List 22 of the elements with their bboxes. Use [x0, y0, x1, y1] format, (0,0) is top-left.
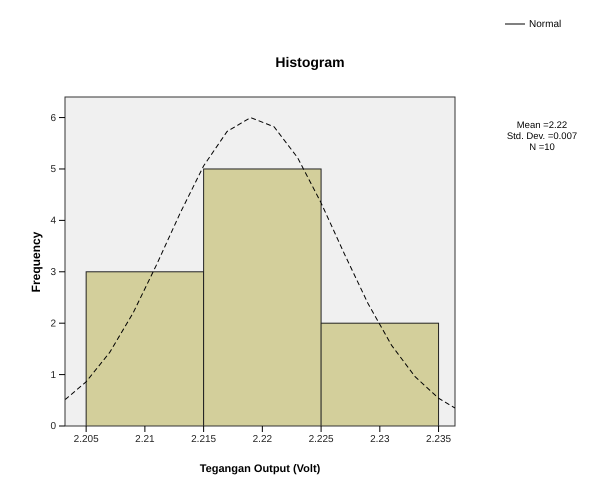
y-tick-label: 2: [50, 318, 56, 330]
chart-title: Histogram: [275, 54, 345, 70]
x-tick-label: 2.205: [74, 434, 100, 446]
y-axis-title: Frequency: [29, 231, 43, 292]
x-tick-label: 2.225: [308, 434, 334, 446]
text: Mean =2.22: [516, 120, 568, 131]
x-tick-label: 2.22: [252, 434, 273, 446]
x-tick-label: 2.23: [370, 434, 390, 446]
text: Std. Dev. =0.007: [506, 131, 578, 142]
x-tick-label: 2.235: [426, 434, 452, 446]
text: N =10: [529, 142, 555, 153]
legend-label: Normal: [529, 19, 562, 30]
y-tick-label: 3: [50, 266, 56, 278]
y-tick-label: 5: [50, 164, 56, 176]
x-axis-title: Tegangan Output (Volt): [200, 463, 321, 475]
y-tick-label: 1: [50, 370, 56, 381]
y-tick-label: 4: [50, 216, 56, 227]
x-tick-label: 2.215: [191, 434, 217, 446]
line-series: [64, 117, 456, 409]
x-tick-label: 2.21: [135, 434, 156, 446]
y-tick-label: 0: [50, 421, 56, 432]
y-tick-label: 6: [50, 112, 56, 124]
